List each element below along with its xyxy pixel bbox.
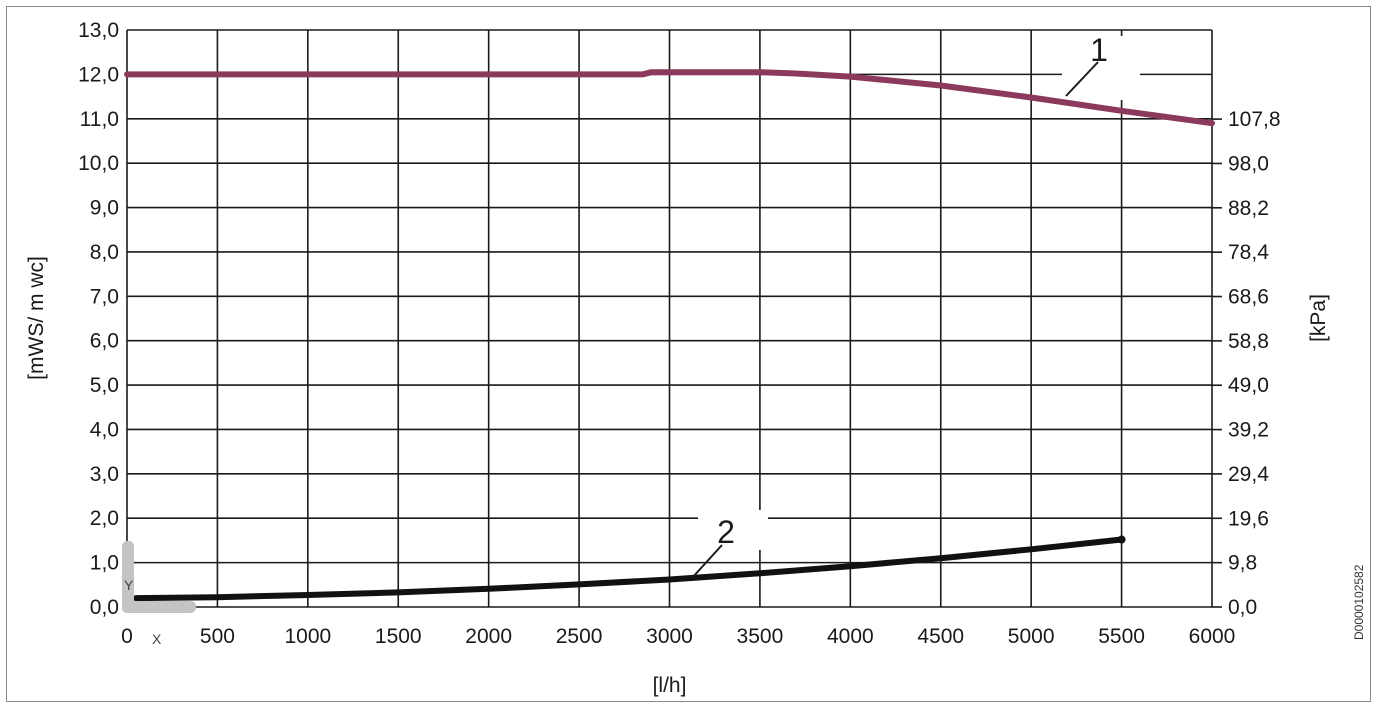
y-tick-label: 13,0 — [78, 19, 119, 42]
series-line-1 — [124, 69, 1215, 127]
label-2-backdrop — [698, 510, 768, 550]
x-tick-label: 2500 — [556, 625, 603, 648]
y2-tick-label: 68,6 — [1228, 286, 1269, 309]
y-tick-label: 1,0 — [90, 552, 119, 575]
y-tick-label: 10,0 — [78, 152, 119, 175]
y2-tick-label: 29,4 — [1228, 463, 1269, 486]
curve-label-2: 2 — [717, 514, 735, 550]
x-tick-label: 500 — [200, 625, 235, 648]
series-end-point-2 — [1117, 535, 1126, 544]
x-tick-label: 2000 — [465, 625, 512, 648]
axis-marker-horizontal — [122, 601, 196, 613]
x-tick-label: 6000 — [1189, 625, 1236, 648]
y2-tick-label: 107,8 — [1228, 108, 1281, 131]
y2-tick-label: 9,8 — [1228, 552, 1257, 575]
y-tick-label: 12,0 — [78, 63, 119, 86]
y-tick-label: 8,0 — [90, 241, 119, 264]
y2-tick-label: 39,2 — [1228, 419, 1269, 442]
x-tick-label: 5500 — [1098, 625, 1145, 648]
y2-tick-label: 0,0 — [1228, 596, 1257, 619]
y-tick-label: 4,0 — [90, 418, 119, 441]
leader-line-2 — [691, 544, 723, 579]
y-tick-label: 5,0 — [90, 374, 119, 397]
y-tick-label: 6,0 — [90, 330, 119, 353]
document-id: D0000102582 — [1352, 564, 1366, 640]
y-tick-label: 9,0 — [90, 197, 119, 220]
x-tick-label: 1000 — [284, 625, 331, 648]
leader-line-1 — [1065, 61, 1099, 97]
y2-axis-label: [kPa] — [1307, 294, 1330, 342]
y-tick-label: 3,0 — [90, 463, 119, 486]
x-tick-label: 1500 — [375, 625, 422, 648]
x-tick-label: 0 — [121, 625, 133, 648]
axis-marker-vertical — [122, 541, 134, 613]
x-axis-label: [l/h] — [653, 674, 687, 697]
y2-tick-label: 78,4 — [1228, 241, 1269, 264]
axis-marker-y-label: Y — [124, 577, 134, 593]
axis-marker-x-label: X — [152, 631, 162, 647]
series-line-2 — [133, 536, 1125, 602]
y-tick-label: 7,0 — [90, 285, 119, 308]
y-tick-label: 2,0 — [90, 507, 119, 530]
x-tick-label: 5000 — [1008, 625, 1055, 648]
y2-tick-label: 58,8 — [1228, 330, 1269, 353]
x-tick-label: 3500 — [737, 625, 784, 648]
curve-label-1: 1 — [1090, 32, 1108, 68]
x-tick-label: 4000 — [827, 625, 874, 648]
y-tick-label: 0,0 — [90, 596, 119, 619]
x-tick-label: 4500 — [917, 625, 964, 648]
y2-tick-label: 49,0 — [1228, 374, 1269, 397]
y2-tick-label: 98,0 — [1228, 152, 1269, 175]
label-1-backdrop — [1062, 36, 1140, 100]
y2-tick-label: 19,6 — [1228, 507, 1269, 530]
y2-tick-label: 88,2 — [1228, 197, 1269, 220]
chart-frame — [6, 6, 1371, 702]
y-tick-label: 11,0 — [80, 108, 119, 131]
x-tick-label: 3000 — [646, 625, 693, 648]
y-axis-label: [mWS/ m wc] — [25, 256, 48, 380]
